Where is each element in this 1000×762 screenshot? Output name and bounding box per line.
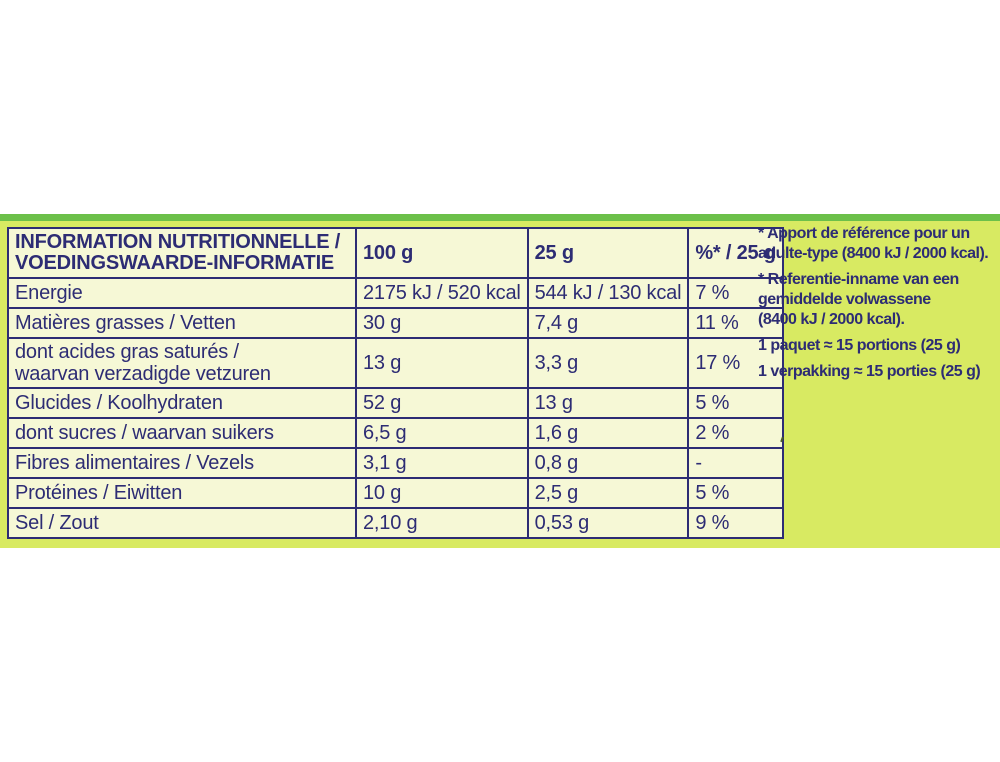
nutrient-name: Energie — [7, 277, 357, 309]
value-per-portion: 1,6 g — [526, 417, 690, 449]
nutrient-name: Fibres alimentaires / Vezels — [7, 447, 357, 479]
table-row: Energie 2175 kJ / 520 kcal 544 kJ / 130 … — [7, 277, 784, 309]
per-100g-header: 100 g — [355, 227, 529, 279]
value-per-100g: 13 g — [355, 337, 529, 389]
value-ri: 2 % — [687, 417, 784, 449]
value-per-portion: 2,5 g — [526, 477, 690, 509]
nutrient-name: Matières grasses / Vetten — [7, 307, 357, 339]
fr-reference-line1: * Apport de référence pour un — [758, 225, 970, 242]
nutrient-name: dont sucres / waarvan suikers — [7, 417, 357, 449]
value-ri: 5 % — [687, 387, 784, 419]
value-ri: 9 % — [687, 507, 784, 539]
nutrient-name: Glucides / Koolhydraten — [7, 387, 357, 419]
value-ri: 7 % — [687, 277, 784, 309]
nutrient-column-header: INFORMATION NUTRITIONNELLE / VOEDINGSWAA… — [7, 227, 357, 279]
reference-notes: * Apport de référence pour un adulte-typ… — [758, 224, 1000, 382]
value-ri: - — [687, 447, 784, 479]
nl-reference-line2: gemiddelde volwassene — [758, 291, 931, 308]
table-row: dont acides gras saturés / waarvan verza… — [7, 337, 784, 389]
table-row: Matières grasses / Vetten 30 g 7,4 g 11 … — [7, 307, 784, 339]
nl-reference-line3: (8400 kJ / 2000 kcal). — [758, 311, 905, 328]
value-per-portion: 7,4 g — [526, 307, 690, 339]
fr-portions-note: 1 paquet ≈ 15 portions (25 g) — [758, 337, 961, 354]
nutrient-name-line2: waarvan verzadigde vetzuren — [15, 363, 271, 385]
nutrient-name: Protéines / Eiwitten — [7, 477, 357, 509]
table-row: Glucides / Koolhydraten 52 g 13 g 5 % — [7, 387, 784, 419]
value-per-portion: 544 kJ / 130 kcal — [526, 277, 690, 309]
value-per-100g: 6,5 g — [355, 417, 529, 449]
table-row: Protéines / Eiwitten 10 g 2,5 g 5 % — [7, 477, 784, 509]
value-per-100g: 3,1 g — [355, 447, 529, 479]
table-row: Sel / Zout 2,10 g 0,53 g 9 % — [7, 507, 784, 539]
nl-portions-note: 1 verpakking ≈ 15 porties (25 g) — [758, 363, 981, 380]
ri-percent-header: %* / 25 g — [687, 227, 784, 279]
nutrition-table: INFORMATION NUTRITIONNELLE / VOEDINGSWAA… — [7, 227, 784, 539]
nl-reference-line1: * Referentie-inname van een — [758, 271, 959, 288]
nutrient-name: dont acides gras saturés / waarvan verza… — [7, 337, 357, 389]
value-per-100g: 30 g — [355, 307, 529, 339]
value-per-100g: 2175 kJ / 520 kcal — [355, 277, 529, 309]
per-portion-header: 25 g — [526, 227, 690, 279]
table-row: dont sucres / waarvan suikers 6,5 g 1,6 … — [7, 417, 784, 449]
nutrient-name-line1: dont acides gras saturés / — [15, 341, 239, 363]
value-per-portion: 3,3 g — [526, 337, 690, 389]
nutrient-title-line1: INFORMATION NUTRITIONNELLE / — [15, 231, 341, 253]
value-ri: 11 % — [687, 307, 784, 339]
value-per-100g: 10 g — [355, 477, 529, 509]
value-ri: 5 % — [687, 477, 784, 509]
value-per-portion: 13 g — [526, 387, 690, 419]
value-per-100g: 52 g — [355, 387, 529, 419]
value-per-portion: 0,53 g — [526, 507, 690, 539]
table-row: Fibres alimentaires / Vezels 3,1 g 0,8 g… — [7, 447, 784, 479]
nutrient-title-line2: VOEDINGSWAARDE-INFORMATIE — [15, 252, 335, 274]
table-header-row: INFORMATION NUTRITIONNELLE / VOEDINGSWAA… — [7, 227, 784, 279]
value-ri: 17 % — [687, 337, 784, 389]
nutrient-name: Sel / Zout — [7, 507, 357, 539]
value-per-100g: 2,10 g — [355, 507, 529, 539]
value-per-portion: 0,8 g — [526, 447, 690, 479]
fr-reference-line2: adulte-type (8400 kJ / 2000 kcal). — [758, 245, 989, 262]
